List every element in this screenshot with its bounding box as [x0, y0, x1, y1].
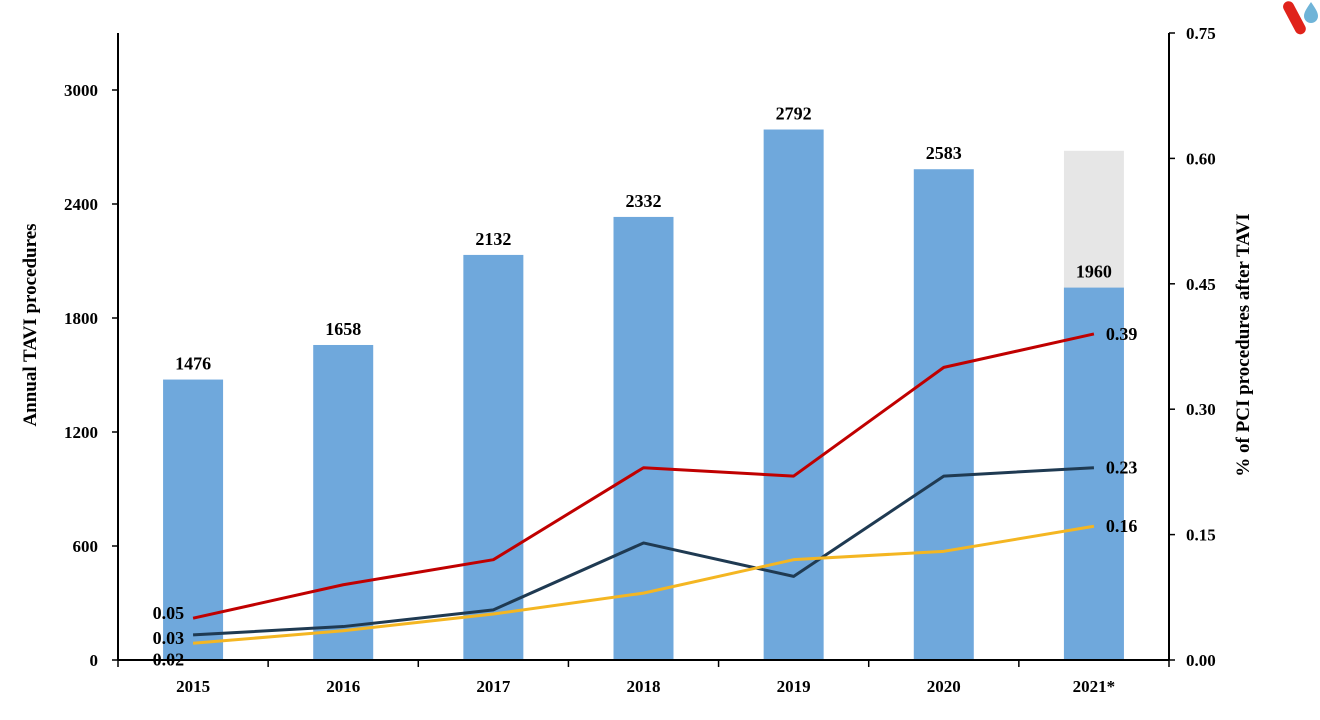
bar-2017: [463, 254, 524, 661]
bar-2020: [913, 169, 974, 661]
y-left-tick-label: 2400: [64, 195, 98, 214]
x-tick-label-2016: 2016: [326, 677, 360, 696]
bars: [163, 129, 1124, 661]
y-right-axis-title: % of PCI procedures after TAVI: [1233, 213, 1254, 476]
y-left-tick-label: 0: [90, 651, 99, 670]
start-label-series-yellow: 0.02: [153, 649, 185, 669]
x-tick-label-2019: 2019: [777, 677, 811, 696]
bar-label-2015: 1476: [175, 354, 211, 374]
bar-label-2018: 2332: [626, 191, 662, 211]
publisher-logo: [1283, 1, 1318, 35]
y-left-axis-title: Annual TAVI procedures: [20, 223, 41, 426]
logo-red-stroke: [1283, 1, 1306, 35]
start-label-series-navy: 0.03: [153, 628, 185, 648]
bar-2018: [613, 216, 674, 661]
y-left-tick-label: 1200: [64, 423, 98, 442]
y-right-tick-label: 0.30: [1186, 400, 1216, 419]
end-label-series-yellow: 0.16: [1106, 516, 1138, 536]
bar-2021*: [1063, 287, 1124, 660]
axes: 0 600 1200 1800 2400 3000 0.00 0.15 0.30 0.45 0.60…: [20, 24, 1254, 696]
data-labels: 1476 1658 2132 2332 2792 2583 1960 0.05 0.39 0.03…: [153, 104, 1138, 670]
start-label-series-red: 0.05: [153, 603, 185, 623]
y-right-tick-label: 0.60: [1186, 149, 1216, 168]
x-tick-label-2018: 2018: [627, 677, 661, 696]
bar-label-2021*: 1960: [1076, 262, 1112, 282]
x-tick-label-2015: 2015: [176, 677, 210, 696]
x-tick-label-2017: 2017: [476, 677, 511, 696]
bar-label-2016: 1658: [325, 319, 361, 339]
x-tick-label-2020: 2020: [927, 677, 961, 696]
y-right-tick-label: 0.00: [1186, 651, 1216, 670]
y-left-tick-label: 600: [73, 537, 99, 556]
y-right-tick-label: 0.75: [1186, 24, 1216, 43]
y-right-tick-label: 0.15: [1186, 526, 1216, 545]
bar-label-2019: 2792: [776, 104, 812, 124]
logo-blue-drop: [1304, 2, 1318, 23]
y-left-tick-label: 3000: [64, 81, 98, 100]
x-tick-label-2021*: 2021*: [1073, 677, 1116, 696]
bar-label-2020: 2583: [926, 143, 962, 163]
end-label-series-red: 0.39: [1106, 324, 1138, 344]
y-right-tick-label: 0.45: [1186, 275, 1216, 294]
bar-2019: [763, 129, 824, 660]
bar-label-2017: 2132: [475, 229, 511, 249]
bar-2016: [313, 344, 374, 660]
end-label-series-navy: 0.23: [1106, 458, 1138, 478]
y-left-tick-label: 1800: [64, 309, 98, 328]
lines: [192, 332, 1095, 645]
